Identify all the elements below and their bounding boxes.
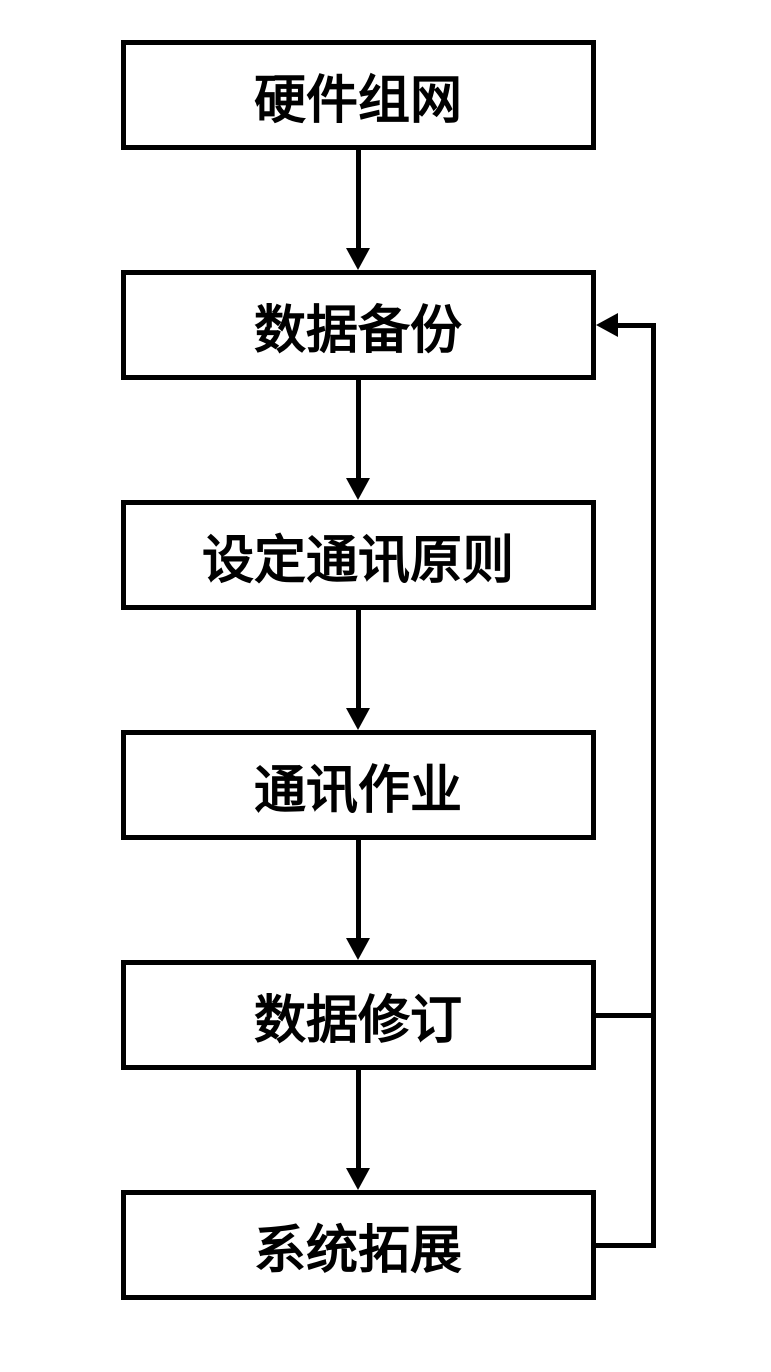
arrow-line: [356, 150, 361, 250]
arrow-line: [356, 610, 361, 710]
arrowhead-left-icon: [596, 313, 618, 337]
node-label: 设定通讯原则: [202, 518, 514, 593]
node-label: 数据修订: [254, 978, 462, 1053]
node-label: 系统拓展: [254, 1208, 462, 1283]
arrowhead-down-icon: [346, 248, 370, 270]
arrow-line: [356, 1070, 361, 1170]
arrow-line: [356, 380, 361, 480]
node-hardware-networking: 硬件组网: [121, 40, 596, 150]
arrow-line: [356, 840, 361, 940]
arrowhead-down-icon: [346, 478, 370, 500]
node-label: 数据备份: [254, 288, 462, 363]
feedback-line: [596, 1243, 651, 1248]
feedback-line: [596, 1013, 651, 1018]
arrowhead-down-icon: [346, 938, 370, 960]
node-system-expansion: 系统拓展: [121, 1190, 596, 1300]
feedback-line: [618, 323, 656, 328]
node-data-revision: 数据修订: [121, 960, 596, 1070]
arrowhead-down-icon: [346, 708, 370, 730]
node-data-backup: 数据备份: [121, 270, 596, 380]
arrowhead-down-icon: [346, 1168, 370, 1190]
node-set-comm-principles: 设定通讯原则: [121, 500, 596, 610]
node-label: 硬件组网: [254, 58, 462, 133]
node-comm-operation: 通讯作业: [121, 730, 596, 840]
feedback-line-vertical: [651, 323, 656, 1248]
node-label: 通讯作业: [254, 748, 462, 823]
